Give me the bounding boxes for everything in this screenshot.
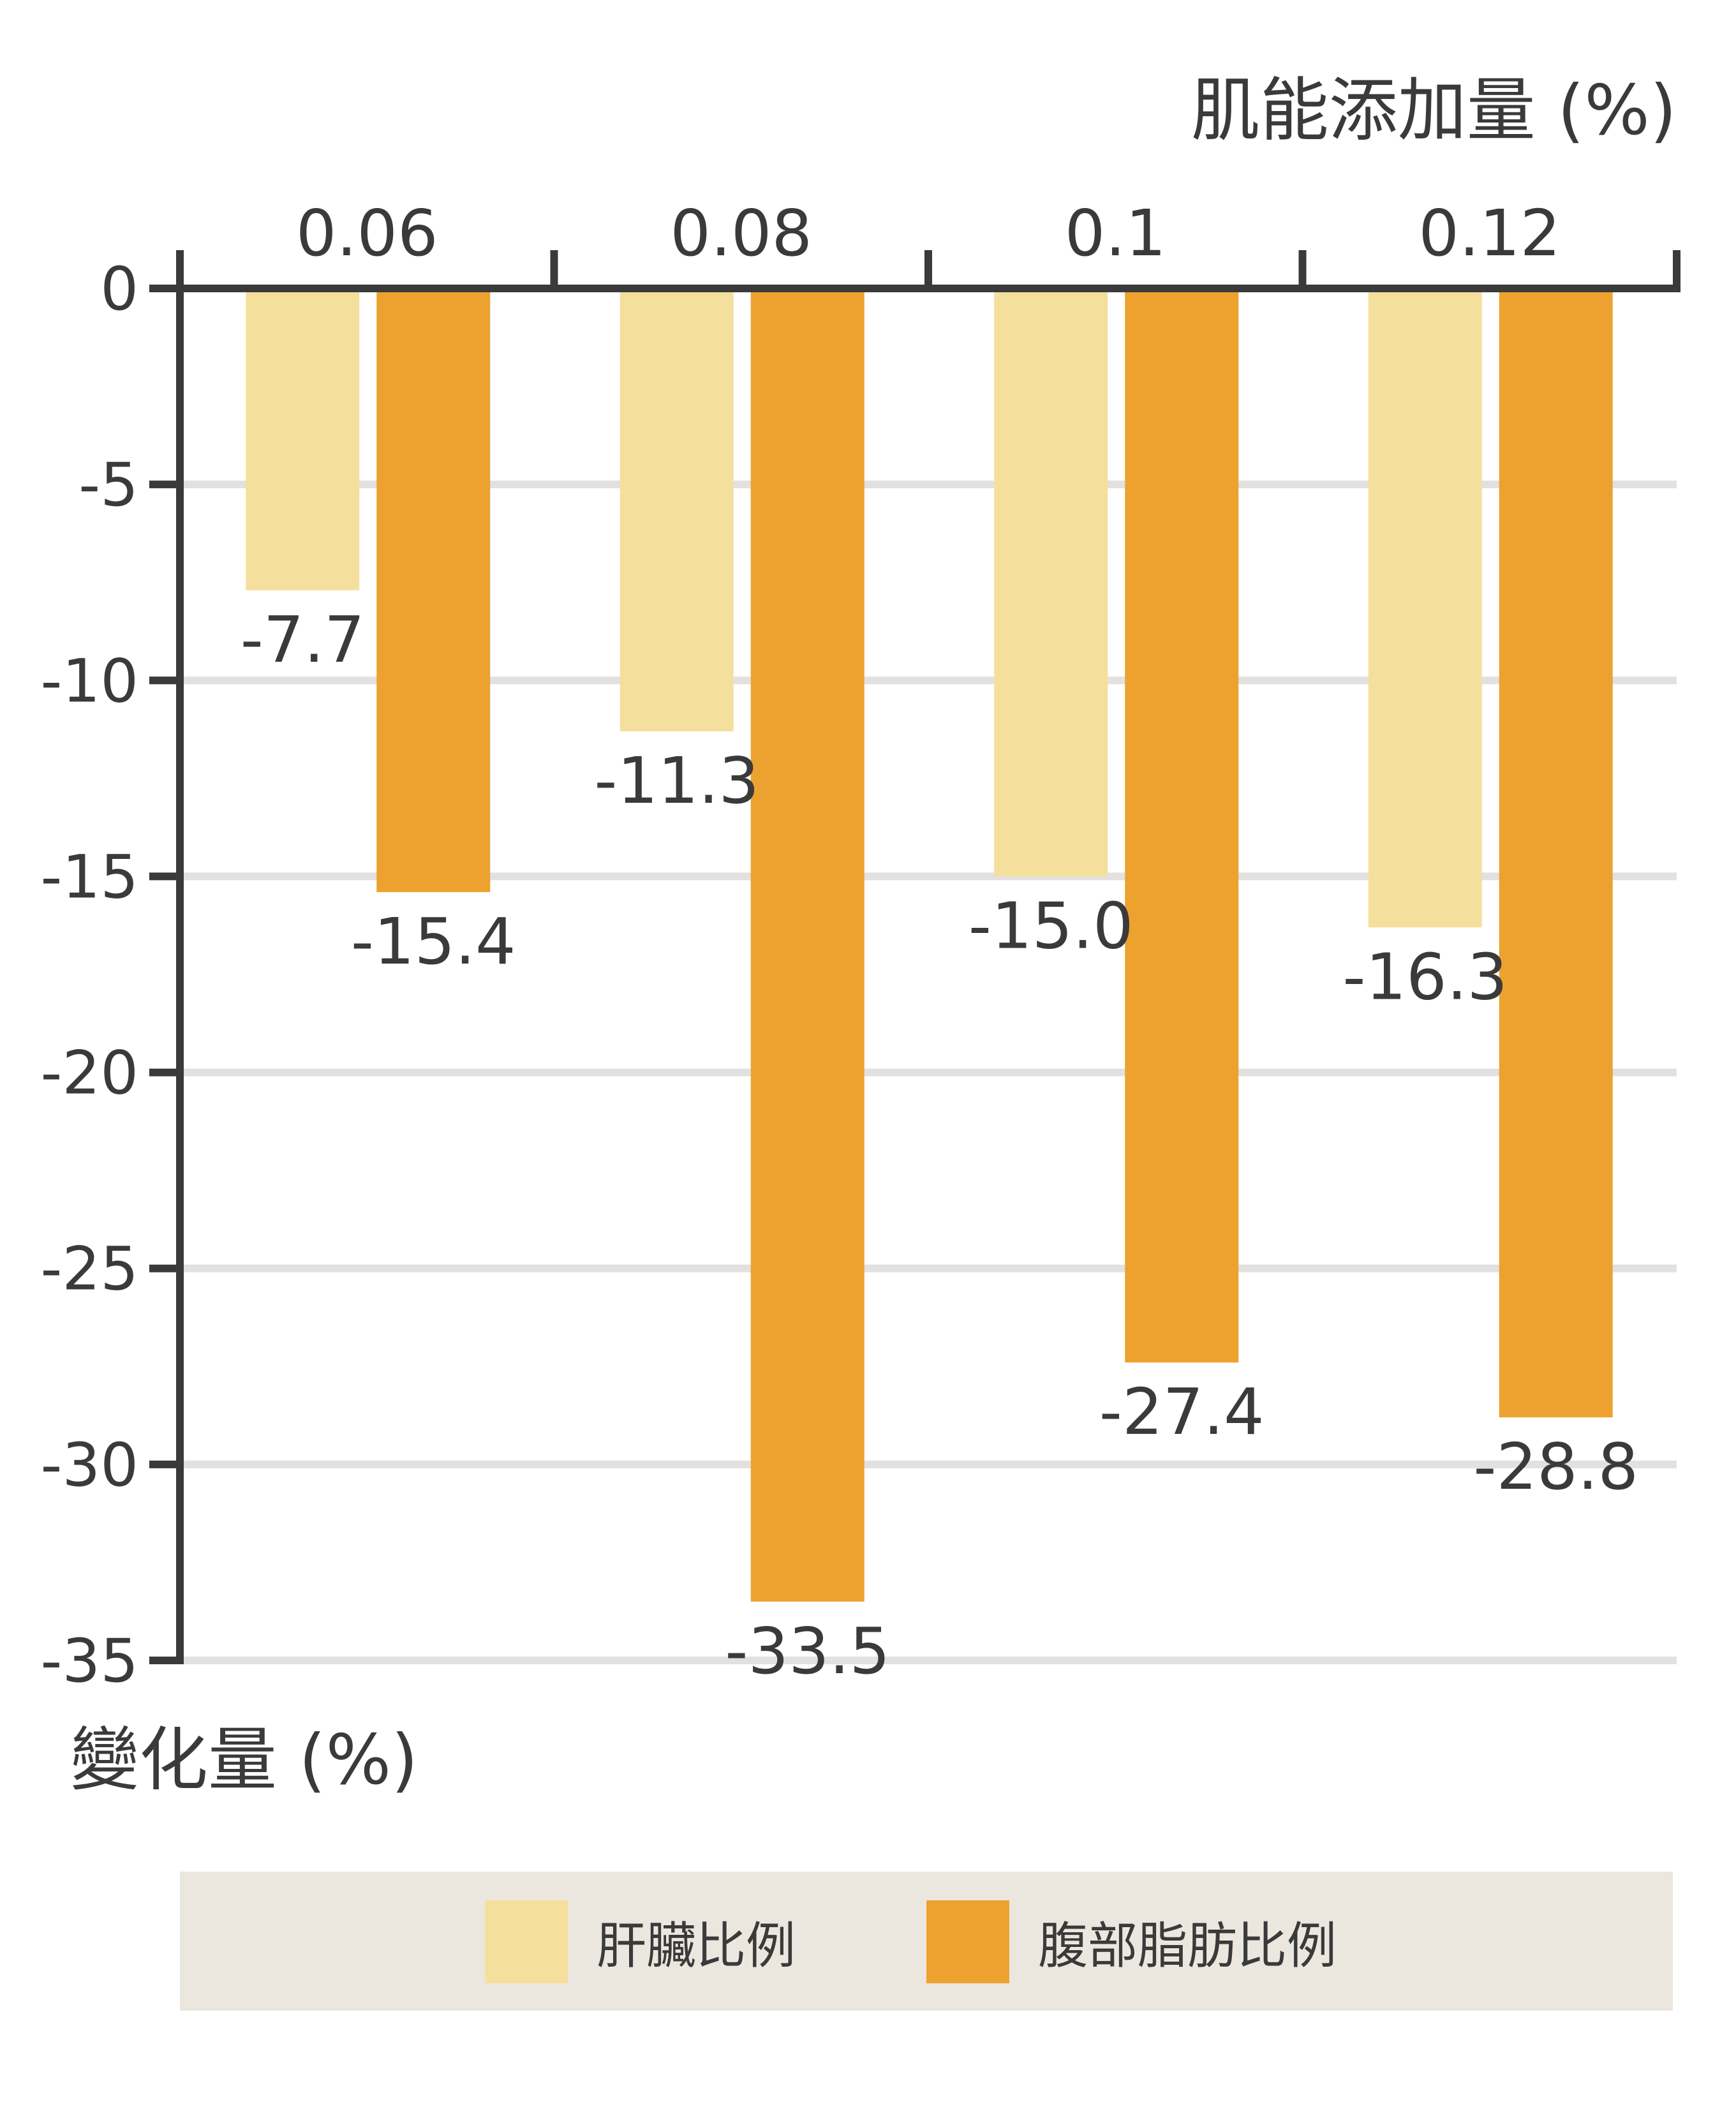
legend-label-liver: 肝臟比例: [597, 1918, 796, 1975]
y-tick-label: -15: [40, 842, 138, 912]
legend-item-abdominal-fat: 腹部脂肪比例: [926, 1900, 1337, 1983]
bar-chart: 0 -5 -10 -15 -20 -25 -30 -35 -7.7 -15.4 0.06 -11.3 -…: [40, 71, 1680, 1800]
data-label: -33.5: [725, 1614, 890, 1688]
data-label: -16.3: [1342, 939, 1508, 1014]
data-label: -11.3: [594, 743, 759, 818]
bar: [376, 288, 491, 892]
x-tick-label: 0.12: [1418, 196, 1561, 271]
bar: [1499, 288, 1613, 1418]
bar: [1368, 288, 1482, 928]
bar: [619, 288, 734, 732]
legend-label-abdominal-fat: 腹部脂肪比例: [1038, 1918, 1337, 1975]
y-tick-label: -35: [40, 1627, 138, 1696]
y-tick-label: -25: [40, 1235, 138, 1304]
y-tick-label: -30: [40, 1431, 138, 1500]
bar: [750, 288, 864, 1602]
legend-item-liver: 肝臟比例: [485, 1900, 796, 1983]
legend-swatch-abdominal-fat: [926, 1900, 1009, 1983]
data-label: -15.0: [968, 888, 1134, 963]
y-tick-label: -5: [78, 451, 138, 520]
data-label: -15.4: [351, 904, 516, 979]
y-axis-title: 變化量 (%): [70, 1720, 418, 1800]
data-label: -28.8: [1473, 1429, 1638, 1504]
x-tick-label: 0.06: [296, 196, 438, 271]
x-tick-label: 0.1: [1065, 196, 1166, 271]
x-tick-label: 0.08: [670, 196, 812, 271]
y-tick-label: 0: [100, 255, 138, 324]
y-tick-label: -10: [40, 646, 138, 716]
bars: [246, 288, 1613, 1602]
legend: 肝臟比例 腹部脂肪比例: [180, 1872, 1673, 2011]
bar: [1125, 288, 1239, 1363]
data-label: -7.7: [241, 602, 365, 677]
data-label: -27.4: [1099, 1375, 1265, 1449]
x-axis-title: 肌能添加量 (%): [1191, 71, 1677, 151]
bar: [246, 288, 360, 590]
legend-swatch-liver: [485, 1900, 568, 1983]
labels: 0 -5 -10 -15 -20 -25 -30 -35 -7.7 -15.4 0.06 -11.3 -…: [40, 196, 1638, 1696]
y-tick-label: -20: [40, 1039, 138, 1108]
axes: [149, 250, 1680, 1664]
bar: [994, 288, 1108, 877]
